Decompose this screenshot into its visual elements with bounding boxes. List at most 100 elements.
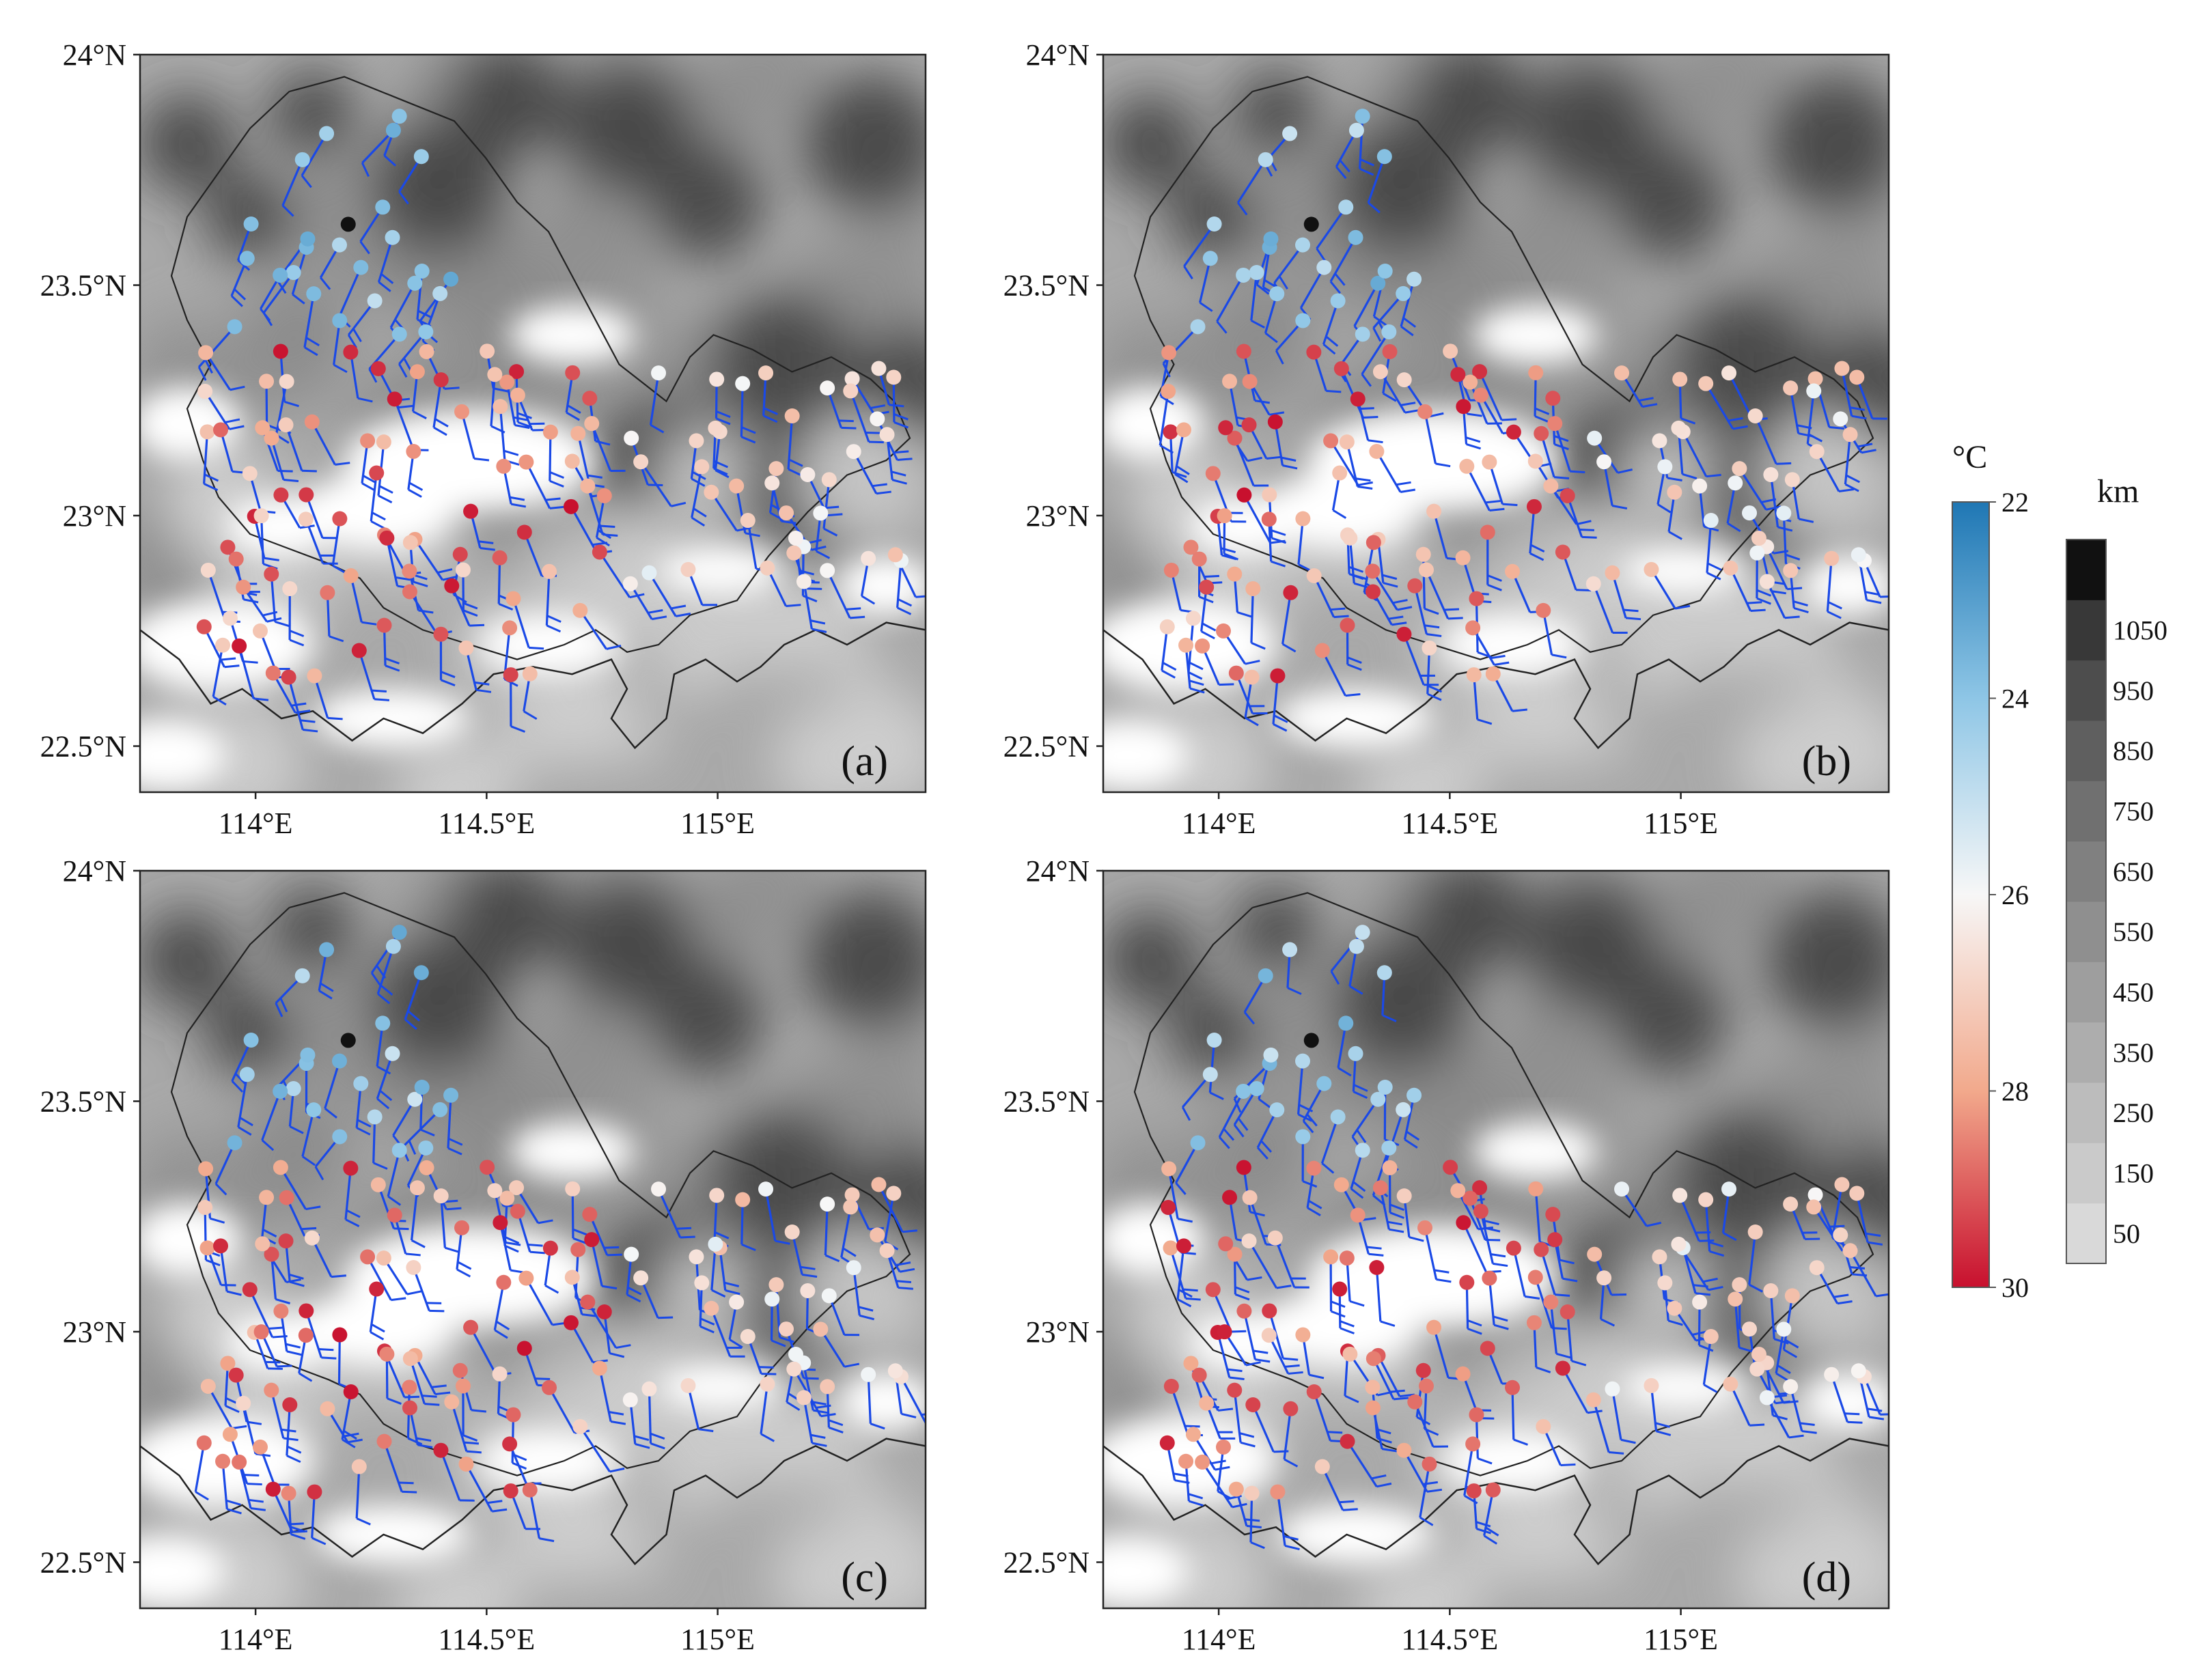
- station-marker: [496, 1274, 512, 1290]
- station-marker: [433, 1442, 449, 1458]
- wind-barb-feather: [1846, 474, 1861, 484]
- wind-barb-feather: [1727, 522, 1741, 533]
- wind-barb: [439, 1450, 461, 1501]
- wind-barb: [1540, 433, 1555, 478]
- station-marker: [200, 1378, 216, 1394]
- station-marker: [1614, 1181, 1630, 1197]
- station-marker: [1783, 1379, 1799, 1395]
- wind-barb: [1249, 1493, 1253, 1543]
- wind-barb-feather: [318, 1348, 334, 1352]
- wind-barb-feather: [546, 615, 562, 623]
- station-marker: [1505, 1380, 1521, 1395]
- wind-barb-feather: [301, 1227, 317, 1231]
- station-marker: [1833, 411, 1848, 427]
- wind-barb-feather: [1234, 1293, 1250, 1301]
- station-marker: [458, 640, 474, 656]
- station-marker: [1560, 488, 1575, 504]
- station-marker: [843, 383, 859, 399]
- wind-barb: [1236, 158, 1267, 204]
- wind-barb-feather: [1783, 1348, 1798, 1358]
- wind-barb-feather: [1278, 275, 1288, 290]
- wind-barb: [301, 1109, 315, 1157]
- wind-barb-feather: [781, 520, 796, 524]
- wind-barb-feather: [1188, 1493, 1204, 1500]
- wind-barb: [311, 421, 336, 466]
- wind-barb-feather: [1176, 465, 1190, 475]
- wind-barb-feather: [691, 516, 706, 527]
- wind-barb-feather: [469, 624, 485, 627]
- wind-barb-feather: [210, 1217, 225, 1224]
- wind-barb-feather: [635, 1443, 650, 1449]
- station-marker: [1776, 505, 1792, 521]
- temperature-tick-label: 28: [2001, 1076, 2029, 1107]
- wind-barb: [1748, 1231, 1757, 1285]
- wind-barb-feather: [602, 1285, 618, 1290]
- wind-barb: [469, 1326, 497, 1376]
- wind-barb-feather: [231, 1080, 244, 1093]
- wind-barb-feather: [1485, 1526, 1499, 1537]
- wind-barb: [1216, 275, 1245, 322]
- wind-barb-feather: [230, 295, 243, 307]
- terrain-color-step: [2066, 660, 2106, 721]
- lon-tick-label: 115°E: [680, 1623, 755, 1656]
- station-marker: [1350, 1207, 1366, 1223]
- wind-barb-feather: [226, 1290, 242, 1296]
- station-marker: [1851, 1363, 1866, 1379]
- map-panel-c: 114°E 114.5°E 115°E 24°N 23.5°N 23°N 22.5°N (c): [40, 854, 927, 1656]
- wind-barb-feather: [775, 1240, 790, 1245]
- wind-barb-feather: [1353, 1181, 1366, 1192]
- wind-barb-feather: [275, 1003, 283, 1018]
- wind-barb-feather: [824, 1254, 840, 1263]
- wind-barb-feather: [1381, 1448, 1398, 1453]
- wind-barb-feather: [1389, 1228, 1404, 1233]
- wind-barb-feather: [1322, 343, 1336, 355]
- station-marker: [1241, 1233, 1257, 1249]
- station-marker: [584, 416, 600, 432]
- station-marker: [1703, 1329, 1719, 1345]
- wind-barb-feather: [1556, 1352, 1572, 1359]
- station-marker: [196, 619, 212, 634]
- wind-barb-feather: [1273, 714, 1288, 723]
- station-marker: [376, 434, 391, 450]
- wind-barb-feather: [538, 1219, 553, 1224]
- wind-barb: [1367, 156, 1386, 204]
- station-marker: [516, 524, 532, 540]
- wind-barb-feather: [1227, 1368, 1243, 1373]
- wind-barb: [262, 272, 294, 313]
- station-marker: [1585, 576, 1601, 591]
- wind-barb-feather: [1785, 553, 1801, 561]
- station-marker: [740, 513, 756, 529]
- wind-barb-feather: [1829, 1224, 1845, 1228]
- terrain-tick-label: 1050: [2113, 615, 2167, 646]
- wind-barb-feather: [442, 575, 458, 581]
- station-marker: [563, 1315, 579, 1330]
- wind-barb-feather: [275, 621, 290, 628]
- station-marker: [758, 365, 774, 381]
- station-marker: [351, 1459, 367, 1474]
- wind-barb-feather: [1159, 444, 1174, 454]
- wind-barb-feather: [417, 309, 432, 319]
- wind-barb-feather: [298, 1372, 313, 1382]
- wind-barb-feather: [1657, 503, 1672, 514]
- station-marker: [1672, 372, 1688, 387]
- station-marker: [432, 1102, 448, 1117]
- wind-barb-feather: [1419, 1516, 1434, 1526]
- wind-barb-feather: [214, 1183, 227, 1196]
- wind-barb-feather: [232, 1425, 247, 1429]
- station-marker: [385, 229, 400, 245]
- station-marker: [1372, 1180, 1388, 1196]
- wind-barb-feather: [347, 334, 357, 349]
- wind-barb-feather: [816, 550, 831, 559]
- wind-barb-feather: [1250, 1541, 1265, 1550]
- wind-barb: [884, 1193, 895, 1242]
- wind-barb-feather: [1342, 1508, 1358, 1511]
- wind-barb-feather: [1388, 615, 1404, 620]
- station-marker: [1306, 1384, 1322, 1399]
- wind-barb-feather: [1406, 1130, 1420, 1141]
- wind-barb-feather: [197, 366, 207, 381]
- wind-barb: [1422, 554, 1426, 609]
- wind-barb-feather: [1229, 1376, 1245, 1381]
- terrain-color-step: [2066, 1203, 2106, 1264]
- temperature-tick-label: 30: [2001, 1272, 2029, 1303]
- station-marker: [1217, 508, 1232, 524]
